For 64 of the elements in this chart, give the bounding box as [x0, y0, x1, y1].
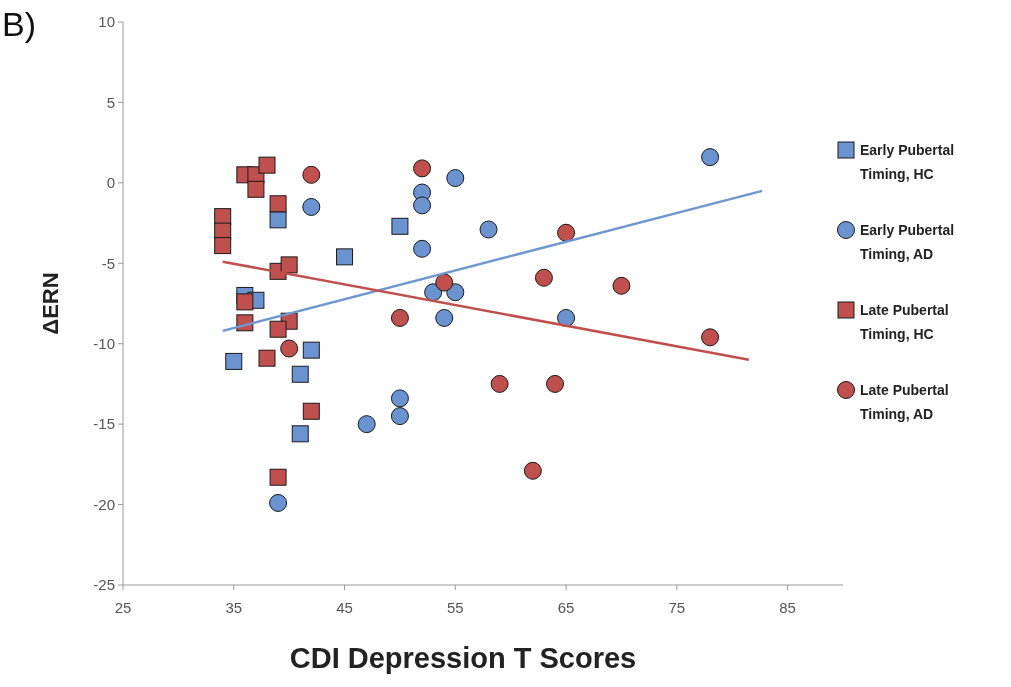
point [269, 320, 287, 338]
point [302, 165, 321, 184]
y-tick-label: -10 [93, 334, 115, 352]
y-tick-label: -15 [93, 415, 115, 433]
point [214, 237, 232, 255]
legend-label: Late Pubertal Timing, AD [860, 381, 949, 423]
point [701, 148, 720, 167]
y-tick-label: -25 [93, 576, 115, 594]
y-tick-label: -5 [101, 254, 115, 272]
chart-title: B) [2, 5, 36, 43]
point [413, 159, 432, 178]
point [269, 493, 288, 512]
x-axis-title: CDI Depression T Scores [289, 642, 637, 674]
point [435, 308, 454, 327]
x-tick-label: 75 [668, 599, 686, 616]
point [236, 293, 254, 311]
point [479, 220, 498, 239]
point [390, 389, 409, 408]
point [446, 169, 465, 188]
y-tick-label: 0 [106, 174, 115, 192]
point [557, 308, 576, 327]
point [357, 415, 376, 434]
legend-label: Late Pubertal Timing, HC [860, 301, 949, 343]
point [336, 248, 354, 266]
point [302, 197, 321, 216]
point [225, 352, 243, 370]
point [258, 349, 276, 367]
y-tick-label: 5 [106, 93, 115, 111]
y-axis-title: ΔERN [38, 272, 63, 335]
point [269, 468, 287, 486]
x-tick-label: 25 [114, 599, 132, 616]
point [391, 217, 409, 235]
point [269, 195, 287, 213]
point [557, 223, 576, 242]
point [247, 180, 265, 198]
x-tick-label: 45 [336, 599, 353, 616]
y-tick-label: 10 [98, 13, 115, 31]
point [390, 308, 409, 327]
y-tick-label: -20 [93, 495, 115, 513]
point [701, 328, 720, 347]
point [413, 239, 432, 258]
x-tick-label: 55 [446, 599, 464, 616]
point [612, 276, 631, 295]
point [302, 341, 320, 359]
point [291, 365, 309, 383]
x-tick-label: 65 [557, 599, 575, 616]
point [534, 268, 553, 287]
point [258, 156, 276, 174]
point [269, 211, 287, 229]
x-tick-label: 85 [779, 599, 796, 616]
x-tick-label: 35 [225, 599, 243, 616]
point [390, 407, 409, 426]
point [280, 339, 299, 358]
legend-label: Early Pubertal Timing, AD [860, 221, 955, 263]
point [546, 374, 564, 393]
point [523, 461, 542, 480]
point [490, 374, 509, 393]
point [446, 283, 465, 302]
point [413, 196, 432, 215]
point [280, 256, 298, 274]
legend-label: Early Pubertal Timing, HC [860, 141, 955, 183]
point [291, 425, 309, 443]
point [435, 273, 454, 292]
point [302, 402, 320, 420]
